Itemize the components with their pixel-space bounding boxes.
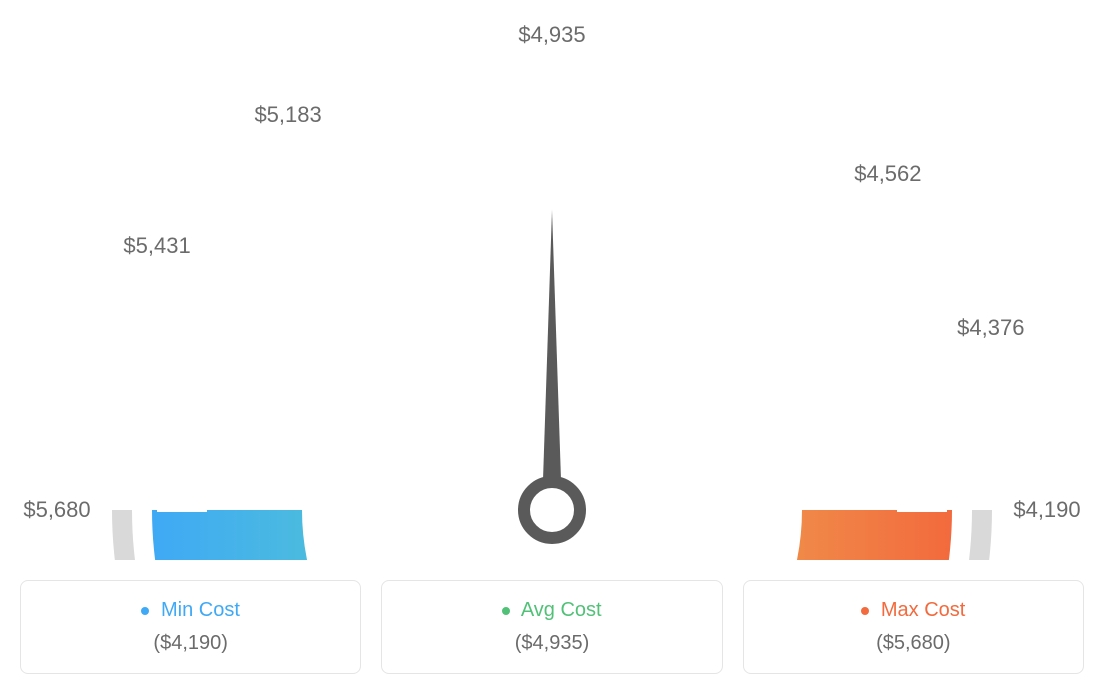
legend-avg-label-text: Avg Cost xyxy=(521,599,602,621)
legend-max-value: ($5,680) xyxy=(754,632,1073,655)
legend-min-value: ($4,190) xyxy=(31,632,350,655)
gauge-tick-label: $5,680 xyxy=(23,497,90,523)
gauge-tick-label: $4,376 xyxy=(957,315,1024,341)
legend-row: Min Cost ($4,190) Avg Cost ($4,935) Max … xyxy=(20,580,1084,674)
legend-max-dot xyxy=(861,607,869,615)
gauge-tick-label: $5,431 xyxy=(123,233,190,259)
gauge-svg xyxy=(20,20,1084,560)
chart-container: $4,190 $4,376 $4,562 $4,935 $5,183 $5,431 $5,6… xyxy=(20,20,1084,674)
legend-card-max: Max Cost ($5,680) xyxy=(743,580,1084,674)
gauge-tick-label: $4,562 xyxy=(854,161,921,187)
gauge-tick-label: $4,935 xyxy=(518,22,585,48)
legend-avg-dot xyxy=(502,607,510,615)
gauge-tick-label: $4,190 xyxy=(1013,497,1080,523)
legend-max-label-text: Max Cost xyxy=(881,599,965,621)
gauge-chart: $4,190 $4,376 $4,562 $4,935 $5,183 $5,431 $5,6… xyxy=(20,20,1084,560)
legend-avg-label: Avg Cost xyxy=(392,599,711,622)
legend-avg-value: ($4,935) xyxy=(392,632,711,655)
legend-min-label-text: Min Cost xyxy=(161,599,240,621)
gauge-tick-label: $5,183 xyxy=(254,102,321,128)
legend-min-dot xyxy=(141,607,149,615)
legend-card-min: Min Cost ($4,190) xyxy=(20,580,361,674)
legend-card-avg: Avg Cost ($4,935) xyxy=(381,580,722,674)
legend-max-label: Max Cost xyxy=(754,599,1073,622)
legend-min-label: Min Cost xyxy=(31,599,350,622)
